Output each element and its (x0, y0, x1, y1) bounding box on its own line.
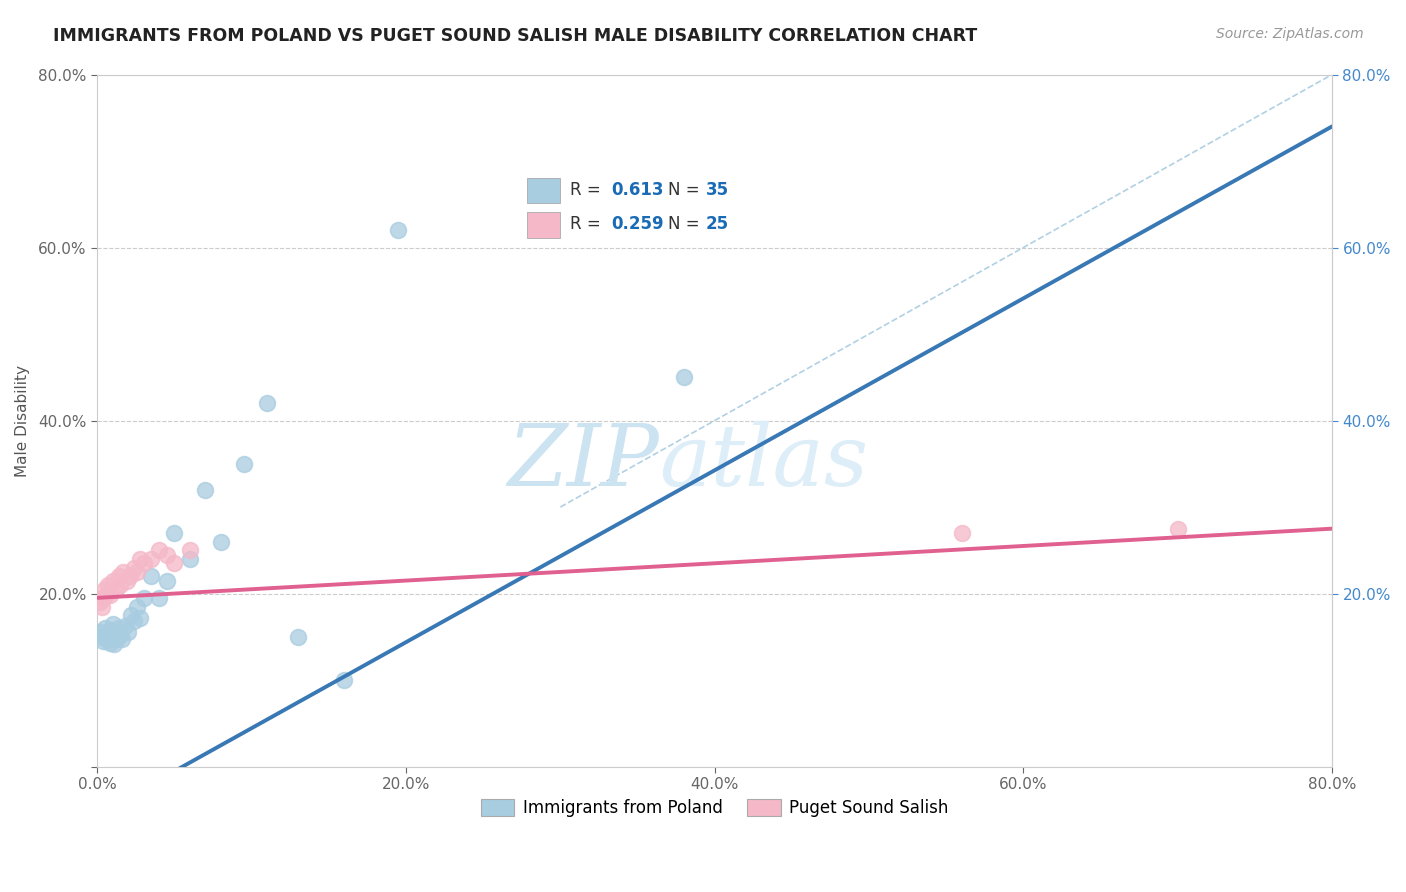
Text: IMMIGRANTS FROM POLAND VS PUGET SOUND SALISH MALE DISABILITY CORRELATION CHART: IMMIGRANTS FROM POLAND VS PUGET SOUND SA… (53, 27, 977, 45)
Point (90, 630, 112, 644)
Point (148, 591, 170, 605)
Point (194, 483, 217, 497)
Point (93, 591, 115, 605)
Y-axis label: Male Disability: Male Disability (15, 365, 30, 476)
Point (287, 630, 309, 644)
Point (118, 569, 141, 583)
Point (950, 526, 973, 541)
Point (89, 595, 111, 609)
Text: N =: N = (668, 215, 704, 233)
Point (94, 582, 117, 597)
Point (104, 625, 127, 640)
Bar (527, 212, 560, 237)
Point (132, 591, 155, 605)
Point (132, 556, 155, 570)
Point (232, 457, 254, 471)
Point (98, 636, 121, 650)
Point (148, 543, 170, 558)
Text: ZIP: ZIP (508, 421, 659, 503)
Point (108, 621, 131, 635)
Point (103, 637, 125, 651)
Point (96, 586, 118, 600)
Point (110, 628, 132, 642)
Point (333, 673, 356, 687)
Point (101, 574, 124, 588)
Point (163, 556, 186, 570)
Point (110, 578, 132, 592)
Point (156, 548, 179, 562)
Point (141, 569, 163, 583)
Point (256, 396, 278, 410)
Point (124, 614, 146, 628)
Point (127, 599, 149, 614)
Text: 0.259: 0.259 (612, 215, 664, 233)
Point (127, 565, 149, 579)
Point (156, 574, 179, 588)
Bar (527, 178, 560, 202)
Point (141, 552, 163, 566)
Point (94, 621, 117, 635)
Point (115, 574, 138, 588)
Point (98, 588, 121, 602)
Point (179, 552, 201, 566)
Point (117, 625, 139, 640)
Point (209, 534, 232, 549)
Point (97, 628, 120, 642)
Point (104, 582, 127, 597)
Point (1167, 522, 1189, 536)
Text: N =: N = (668, 181, 704, 199)
Point (100, 623, 122, 637)
Text: 35: 35 (706, 181, 730, 199)
Point (108, 569, 131, 583)
Text: R =: R = (571, 181, 606, 199)
Point (120, 608, 142, 623)
Point (179, 543, 201, 558)
Point (101, 616, 124, 631)
Point (90, 599, 112, 614)
Point (129, 552, 152, 566)
Text: Source: ZipAtlas.com: Source: ZipAtlas.com (1216, 27, 1364, 41)
Point (93, 634, 115, 648)
Point (129, 611, 152, 625)
Point (124, 560, 146, 574)
Text: 0.613: 0.613 (612, 181, 664, 199)
Point (114, 619, 136, 633)
Point (96, 632, 118, 646)
Point (387, 223, 409, 237)
Point (163, 526, 186, 541)
Text: atlas: atlas (659, 421, 869, 503)
Text: R =: R = (571, 215, 606, 233)
Point (89, 625, 111, 640)
Text: 25: 25 (706, 215, 730, 233)
Point (112, 565, 135, 579)
Point (105, 632, 128, 646)
Point (672, 370, 695, 384)
Legend: Immigrants from Poland, Puget Sound Salish: Immigrants from Poland, Puget Sound Sali… (474, 792, 955, 824)
Point (111, 632, 134, 646)
Point (97, 578, 120, 592)
